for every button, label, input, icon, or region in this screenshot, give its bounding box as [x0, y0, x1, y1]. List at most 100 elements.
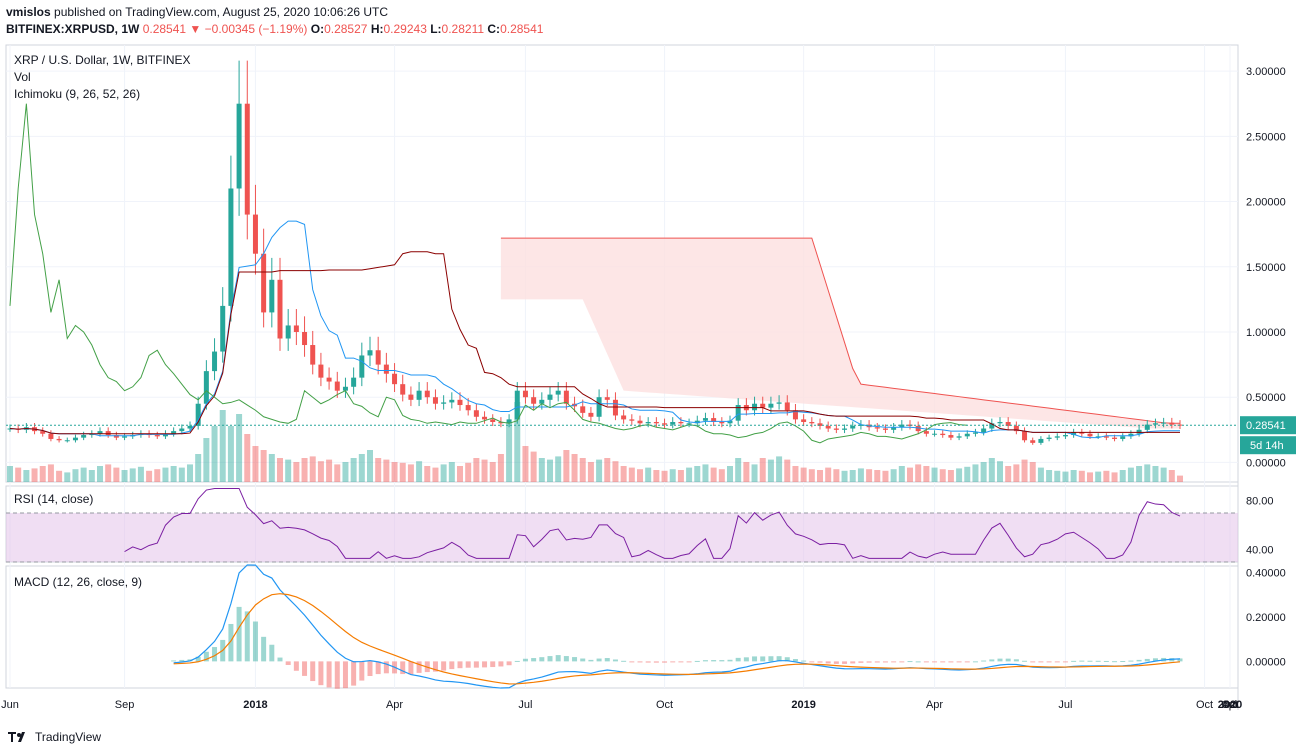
- candle-body: [604, 397, 610, 400]
- candle-body: [1013, 425, 1019, 432]
- candle-body: [97, 431, 103, 434]
- volume-bar: [195, 454, 202, 482]
- volume-bar: [277, 458, 283, 482]
- macd-histogram-bar: [858, 661, 864, 663]
- volume-bar: [1127, 467, 1134, 482]
- volume-bar: [1013, 464, 1020, 482]
- macd-histogram-bar: [1120, 661, 1126, 663]
- macd-histogram-bar: [760, 656, 766, 662]
- macd-histogram-bar: [400, 661, 406, 675]
- volume-bar: [1029, 462, 1036, 482]
- tenkan-line: [9, 220, 1180, 439]
- macd-histogram-bar: [1144, 658, 1150, 662]
- volume-bar: [997, 461, 1003, 482]
- volume-bar: [694, 466, 701, 482]
- candle-body: [1144, 424, 1150, 430]
- macd-histogram-bar: [277, 657, 283, 662]
- macd-histogram-bar: [1054, 661, 1060, 663]
- candle-body: [989, 423, 995, 429]
- candle-body: [1103, 436, 1109, 438]
- candle-body: [56, 438, 62, 441]
- macd-histogram-bar: [228, 623, 234, 662]
- macd-histogram-bar: [825, 661, 831, 664]
- volume-bar: [497, 454, 504, 482]
- candle-body: [203, 371, 209, 404]
- y-tick-label: 1.50000: [1246, 262, 1286, 274]
- macd-histogram-bar: [588, 659, 594, 662]
- macd-histogram-bar: [334, 661, 340, 689]
- candle-body: [784, 402, 790, 411]
- footer-brand[interactable]: TradingView: [8, 730, 101, 744]
- candle-body: [825, 425, 831, 429]
- volume-bar: [227, 426, 234, 482]
- macd-histogram-bar: [653, 661, 659, 663]
- volume-bar: [522, 446, 529, 482]
- volume-bar: [383, 459, 390, 482]
- macd-tick-label: 0.40000: [1246, 568, 1286, 580]
- candle-body: [981, 428, 987, 433]
- volume-bar: [620, 466, 627, 482]
- volume-bar: [759, 458, 766, 482]
- x-tick-label: 2019: [791, 699, 815, 711]
- candle-body: [154, 435, 160, 437]
- price-tag-bg: [1240, 416, 1296, 435]
- macd-histogram-bar: [752, 656, 758, 662]
- volume-bar: [293, 462, 300, 482]
- candle-body: [997, 421, 1003, 424]
- volume-bar: [440, 464, 447, 482]
- macd-histogram-bar: [367, 661, 373, 677]
- candle-body: [424, 390, 430, 398]
- macd-histogram-bar: [948, 661, 954, 663]
- candle-body: [179, 428, 185, 432]
- volume-bar: [326, 459, 333, 482]
- candle-body: [694, 420, 700, 424]
- volume-bar: [301, 458, 308, 482]
- candle-body: [662, 423, 668, 425]
- candle-body: [171, 431, 177, 434]
- macd-histogram-bar: [866, 661, 872, 663]
- candle-body: [285, 325, 291, 339]
- x-tick-label: Apr: [926, 699, 943, 711]
- candle-body: [514, 390, 520, 420]
- macd-histogram-bar: [171, 660, 177, 662]
- macd-histogram-bar: [874, 661, 880, 663]
- macd-histogram-bar: [1022, 660, 1028, 662]
- macd-histogram-bar: [547, 656, 553, 662]
- x-tick-label: Apr: [386, 699, 403, 711]
- candle-body: [547, 394, 553, 400]
- macd-histogram-bar: [359, 661, 365, 681]
- x-tick-label: Jun: [1, 699, 19, 711]
- candle-body: [711, 418, 717, 422]
- volume-bar: [669, 469, 676, 482]
- candle-body: [956, 436, 962, 438]
- volume-bar: [571, 454, 578, 482]
- volume-bar: [727, 466, 733, 482]
- volume-bar: [1087, 472, 1093, 482]
- volume-bar: [890, 469, 897, 482]
- macd-histogram-bar: [1177, 658, 1183, 662]
- candle-body: [187, 425, 193, 429]
- volume-bar: [47, 464, 54, 482]
- candle-body: [621, 415, 627, 420]
- macd-histogram-bar: [269, 644, 275, 662]
- volume-bar: [39, 466, 46, 482]
- macd-histogram-bar: [743, 657, 749, 662]
- volume-bar: [767, 459, 774, 482]
- candle-body: [1112, 437, 1118, 439]
- volume-bar: [849, 470, 856, 482]
- candle-body: [48, 433, 54, 439]
- macd-pane: [5, 565, 1239, 689]
- volume-bar: [203, 438, 210, 482]
- volume-bar: [154, 469, 161, 482]
- macd-histogram-bar: [457, 661, 463, 669]
- volume-bar: [530, 451, 537, 482]
- volume-bar: [1160, 467, 1167, 482]
- candle-body: [760, 403, 766, 408]
- candle-body: [842, 428, 848, 430]
- volume-bar: [907, 467, 913, 482]
- symbol: BITFINEX:XRPUSD, 1W: [6, 22, 140, 36]
- macd-histogram-bar: [964, 661, 970, 663]
- candle-body: [89, 433, 95, 436]
- volume-bar: [898, 466, 905, 482]
